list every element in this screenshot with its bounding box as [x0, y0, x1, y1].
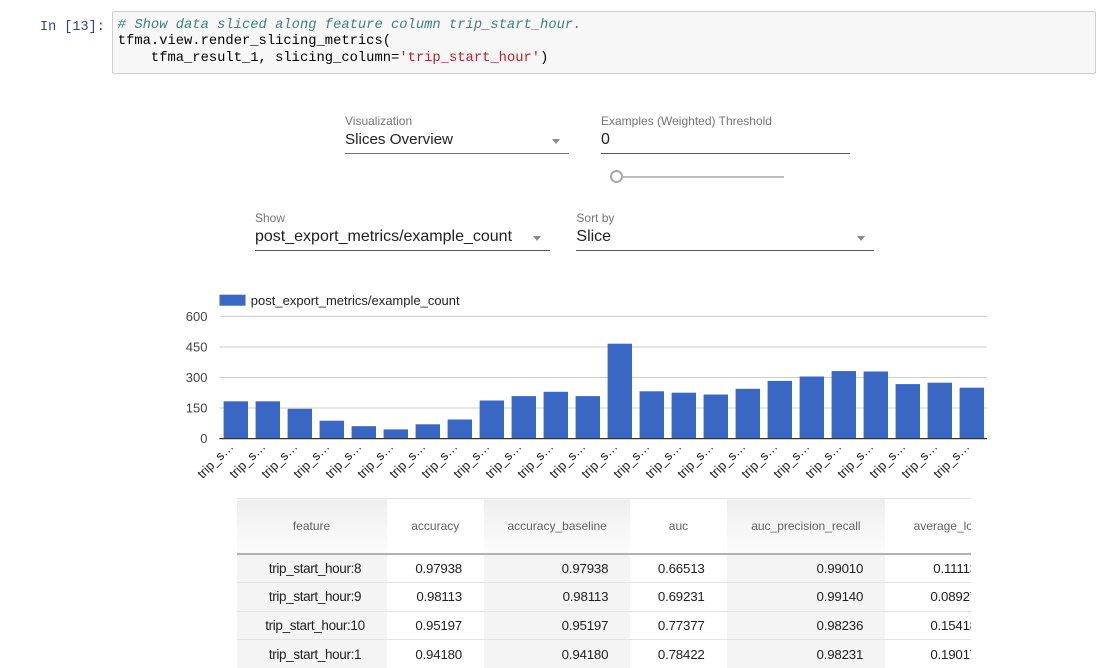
svg-text:450: 450: [186, 340, 208, 355]
svg-text:trip_s…: trip_s…: [930, 439, 972, 481]
svg-text:600: 600: [186, 309, 208, 324]
svg-text:150: 150: [186, 401, 208, 416]
svg-text:0: 0: [200, 431, 207, 446]
svg-text:300: 300: [186, 370, 208, 385]
svg-text:post_export_metrics/example_co: post_export_metrics/example_count: [251, 293, 460, 308]
